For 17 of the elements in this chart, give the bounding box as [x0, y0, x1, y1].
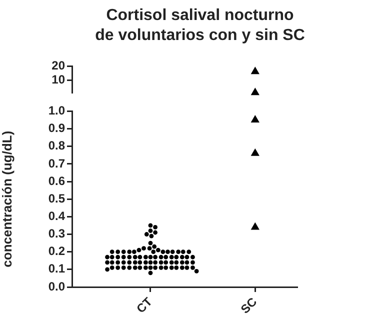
y-tick-label: 20 — [52, 58, 66, 72]
y-axis-title: concentración (ug/dL) — [0, 130, 14, 268]
y-tick-label: 0.9 — [48, 121, 66, 136]
y-tick-label: 0.6 — [48, 174, 66, 188]
y-tick-label: 0.5 — [48, 191, 66, 206]
x-tick-label: SC — [238, 294, 260, 316]
y-tick-label: 10 — [52, 72, 66, 86]
y-tick-label: 0.3 — [48, 226, 66, 241]
y-tick-label: 0.8 — [48, 138, 66, 153]
x-tick-label: CT — [134, 294, 156, 316]
y-tick-label: 1.0 — [48, 104, 66, 118]
y-tick-label: 0.1 — [48, 262, 66, 276]
y-tick-label: 0.0 — [48, 279, 66, 294]
y-tick-label: 0.2 — [48, 244, 66, 258]
y-tick-label: 0.4 — [48, 208, 66, 223]
y-tick-label: 0.7 — [48, 156, 66, 170]
chart-title: Cortisol salival nocturno de voluntarios con y sin SC — [95, 6, 305, 46]
